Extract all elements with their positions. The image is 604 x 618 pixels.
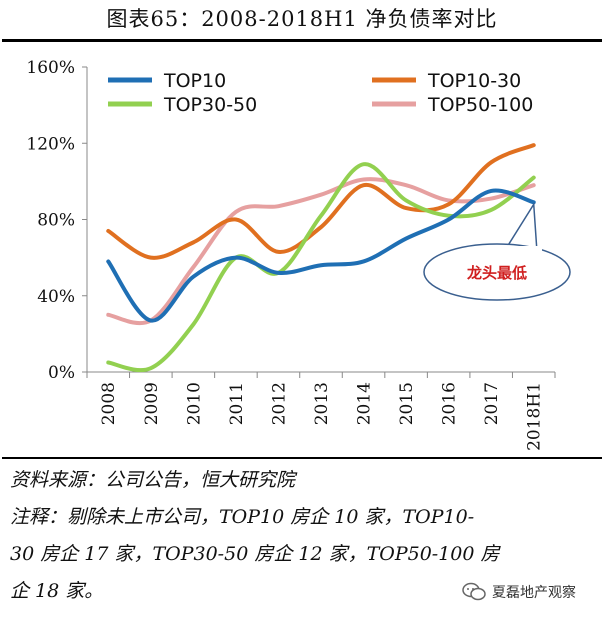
x-tick-label: 2017 (482, 382, 502, 425)
series-line-top50-100 (106, 177, 536, 326)
y-tick-label: 120% (26, 134, 75, 154)
title-rule (2, 39, 602, 42)
legend-label: TOP10 (163, 70, 226, 92)
series-line-top10-30 (106, 143, 536, 260)
line-chart: 0% 40% 80% 120% 160% 2008 2009 2010 2011 2012 2013… (26, 58, 571, 451)
y-tick-label: 160% (26, 58, 75, 78)
callout-text: 龙头最低 (466, 264, 527, 282)
x-tick-label: 2011 (227, 382, 247, 425)
x-tick-label: 2010 (184, 382, 204, 425)
legend-label: TOP10-30 (427, 70, 521, 92)
note-line-3: 企 18 家。 (10, 580, 104, 602)
callout-bubble (423, 243, 571, 301)
notes-block: 资料来源：公司公告，恒大研究院 注释：剔除未上市公司，TOP10 房企 10 家… (10, 462, 600, 610)
callout-join-mask (502, 246, 542, 252)
x-tick-label: 2014 (354, 382, 374, 425)
watermark-label: 夏磊地产观察 (492, 585, 576, 601)
legend-label: TOP30-50 (163, 94, 257, 116)
watermark: 夏磊地产观察 (462, 578, 602, 606)
x-tick-label: 2008 (99, 382, 119, 425)
notes-rule (2, 457, 602, 459)
y-tick-label: 80% (37, 211, 75, 231)
note-line-1: 注释：剔除未上市公司，TOP10 房企 10 家，TOP10- (10, 506, 475, 528)
x-tick-label: 2018H1 (525, 382, 545, 451)
x-tick-label: 2015 (397, 382, 417, 425)
x-tick-label: 2012 (269, 382, 289, 425)
note-line-2: 30 房企 17 家，TOP30-50 房企 12 家，TOP50-100 房 (10, 543, 500, 565)
y-tick-label: 40% (37, 287, 75, 307)
series-line-top10 (106, 188, 536, 323)
x-tick-label: 2016 (440, 382, 460, 425)
wechat-icon (462, 582, 486, 601)
legend-label: TOP50-100 (427, 94, 533, 116)
source-line: 资料来源：公司公告，恒大研究院 (10, 469, 296, 491)
figure-title: 图表65：2008-2018H1 净负债率对比 (106, 7, 498, 31)
x-tick-label: 2013 (312, 382, 332, 425)
y-tick-label: 0% (48, 363, 75, 383)
x-tick-label: 2009 (142, 382, 162, 425)
